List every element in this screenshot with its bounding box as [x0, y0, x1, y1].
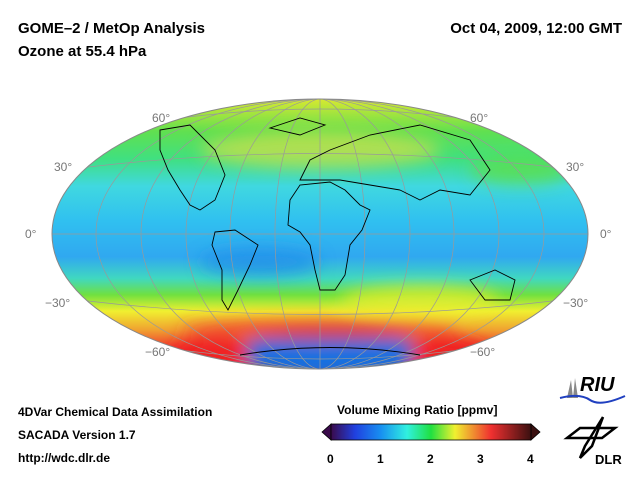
lat-label-right-30n: 30°	[566, 160, 585, 174]
colorbar-tick-1: 1	[377, 452, 384, 466]
lat-label-left-0: 0°	[25, 227, 37, 241]
title-line2: Ozone at 55.4 hPa	[18, 43, 147, 60]
lat-label-right-0: 0°	[600, 227, 612, 241]
lat-label-left-60s: −60°	[145, 345, 171, 359]
colorbar-title: Volume Mixing Ratio [ppmv]	[337, 403, 498, 417]
colorbar-tick-0: 0	[327, 452, 334, 466]
dlr-logo	[563, 416, 619, 459]
ozone-field	[52, 99, 588, 369]
colorbar-gradient	[330, 423, 532, 441]
footer-url[interactable]: http://wdc.dlr.de	[18, 451, 110, 465]
graticule	[52, 99, 588, 369]
footer-line2: SACADA Version 1.7	[18, 428, 136, 442]
globe-outline	[51, 98, 589, 370]
riu-logo-text: RIU	[580, 374, 615, 396]
coastlines	[159, 117, 516, 356]
colorbar	[321, 423, 541, 441]
lat-label-left-60n: 60°	[152, 111, 171, 125]
title-line1: GOME–2 / MetOp Analysis	[18, 20, 205, 37]
footer-line1: 4DVar Chemical Data Assimilation	[18, 405, 213, 419]
colorbar-tick-3: 3	[477, 452, 484, 466]
colorbar-min-arrow	[321, 423, 332, 441]
lat-label-left-30s: −30°	[45, 296, 71, 310]
colorbar-tick-4: 4	[527, 452, 534, 466]
lat-label-right-30s: −30°	[563, 296, 589, 310]
datetime: Oct 04, 2009, 12:00 GMT	[450, 20, 622, 37]
lat-label-right-60s: −60°	[470, 345, 496, 359]
colorbar-max-arrow	[530, 423, 541, 441]
dlr-logo-text: DLR	[595, 452, 622, 467]
lat-label-left-30n: 30°	[54, 160, 73, 174]
riu-logo	[559, 378, 626, 404]
colorbar-tick-2: 2	[427, 452, 434, 466]
lat-label-right-60n: 60°	[470, 111, 489, 125]
